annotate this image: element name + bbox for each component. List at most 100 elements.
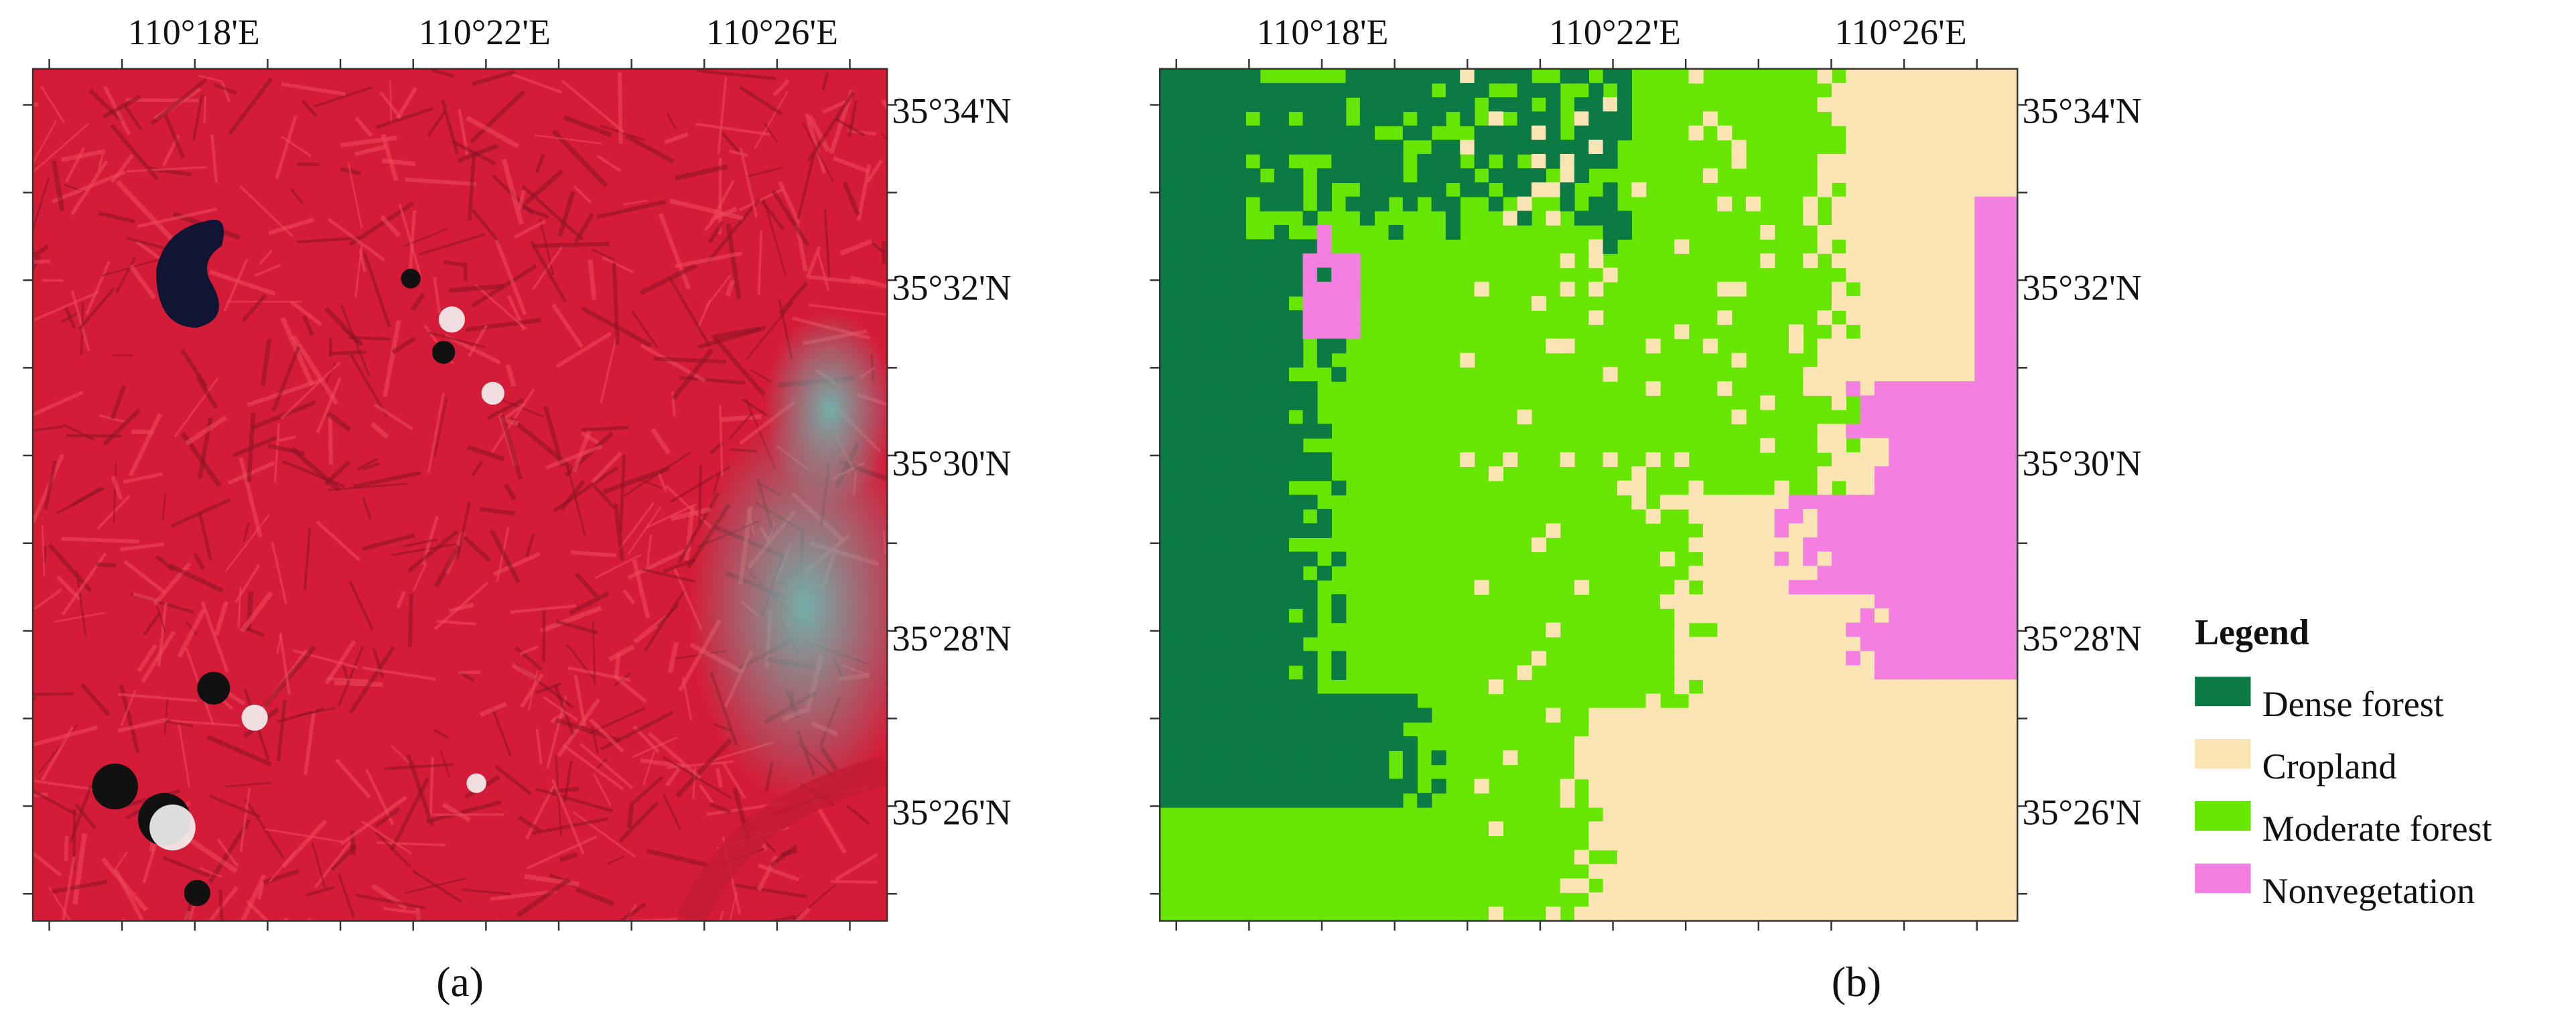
land-cell [1203,565,1218,581]
land-cell [1417,82,1432,98]
land-cell [1260,125,1275,141]
land-cell [1288,778,1304,794]
land-cell [1903,210,1918,226]
terrain-texture [306,886,335,897]
terrain-texture [354,117,373,137]
land-cell [1174,310,1189,326]
land-cell [1331,480,1347,496]
land-cell [1946,437,1961,453]
land-cell [1731,864,1747,879]
land-cell [1745,508,1761,524]
terrain-texture [525,785,555,839]
land-cell [1974,579,1990,595]
land-cell [1889,778,1904,794]
land-cell [1445,196,1461,212]
land-cell [1217,537,1232,553]
land-cell [1774,679,1789,695]
terrain-texture [52,170,126,204]
land-cell [1188,764,1203,780]
land-cell [1974,97,1990,113]
terrain-texture [866,159,884,184]
land-cell [1946,565,1961,581]
land-cell [1574,906,1589,921]
land-cell [1217,82,1232,98]
land-cell [1889,97,1904,113]
land-cell [1731,551,1747,567]
land-cell [1460,182,1475,198]
land-cell [1245,523,1261,538]
land-cell [2003,437,2018,453]
land-cell [1231,253,1246,269]
land-cell [1531,295,1546,311]
land-cell [1831,636,1846,652]
land-cell [1803,764,1818,780]
land-cell [1903,466,1918,482]
land-cell [1946,864,1961,879]
terrain-texture [115,257,137,294]
land-cell [1316,253,1332,269]
land-cell [1231,650,1246,666]
land-cell [1917,139,1932,155]
land-cell [1803,196,1818,212]
land-cell [1245,437,1261,453]
land-cell [1231,366,1246,382]
terrain-texture [126,165,207,173]
land-cell [1760,807,1775,822]
terrain-texture [754,91,789,149]
land-cell [1860,636,1875,652]
land-cell [2003,196,2018,212]
terrain-texture [442,802,471,823]
land-cell [1803,892,1818,908]
land-cell [1160,395,1175,411]
land-cell [1974,849,1990,865]
land-cell [1817,807,1832,822]
land-cell [1931,409,1947,425]
terrain-texture [113,463,117,525]
land-cell [1231,736,1246,751]
land-cell [1760,608,1775,624]
land-cell [1245,551,1261,567]
land-cell [1631,906,1647,921]
land-cell [1417,153,1432,169]
terrain-texture [670,506,711,521]
land-cell [1560,281,1575,297]
land-cell [1702,494,1718,510]
land-cell [2003,111,2018,127]
land-cell [1388,111,1404,127]
land-cell [1217,452,1232,467]
land-cell [1631,750,1647,766]
land-cell [1903,537,1918,553]
terrain-texture [303,528,312,591]
terrain-texture [571,550,617,558]
land-cell [1260,565,1275,581]
land-cell [1988,764,2004,780]
land-cell [1717,793,1733,808]
land-cell [1803,665,1818,680]
land-cell [1659,764,1675,780]
land-cell [1874,68,1889,84]
land-cell [1931,466,1947,482]
terrain-texture [622,589,636,605]
land-cell [1274,466,1289,482]
land-cell [1874,310,1889,326]
terrain-texture [440,99,460,155]
land-cell [1288,281,1304,297]
land-cell [1988,608,2004,624]
land-cell [1659,807,1675,822]
land-cell [1588,864,1604,879]
terrain-texture [120,542,165,551]
terrain-texture [375,107,434,129]
land-cell [1960,494,1975,510]
terrain-texture [602,466,671,494]
land-cell [1217,764,1232,780]
land-cell [1917,310,1932,326]
land-cell [1831,338,1846,354]
land-cell [1817,153,1832,169]
land-cell [1160,480,1175,496]
land-cell [1274,793,1289,808]
land-cell [1302,452,1318,467]
terrain-texture [237,586,242,628]
land-cell [1760,253,1775,269]
land-cell [1903,153,1918,169]
land-cell [1760,650,1775,666]
